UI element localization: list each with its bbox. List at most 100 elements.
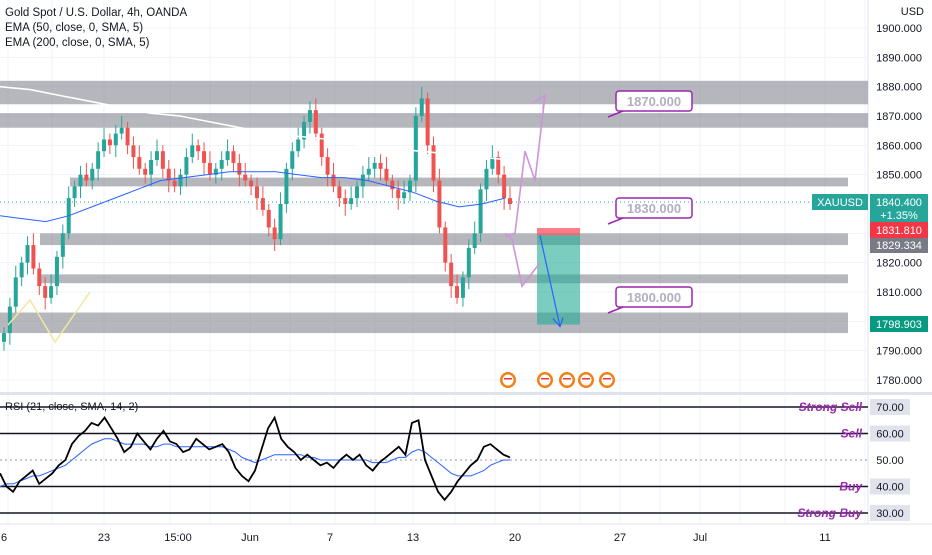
rsi-level-tag-bg-4 (870, 505, 910, 521)
ema200-legend[interactable]: EMA (200, close, 0, SMA, 5) (5, 37, 150, 49)
indicator-lines (0, 85, 511, 344)
last-price: 1840.400 (876, 197, 922, 209)
price-tick-4: 1820.000 (876, 258, 922, 270)
position-arrow-line (539, 235, 561, 327)
candle-body-21 (125, 127, 130, 146)
candle-body-86 (508, 198, 512, 204)
candle-body-43 (255, 186, 259, 199)
rsi-level-tag-bg-3 (870, 478, 910, 495)
candle-body-61 (360, 174, 365, 187)
price-tick-0: 1780.000 (876, 375, 922, 387)
event-flag-stripe-icon-2 (563, 378, 571, 380)
rsi-level-tag-3: 40.00 (876, 482, 904, 494)
price-tick-11: 1890.000 (876, 52, 922, 64)
candle-body-81 (478, 189, 483, 234)
candle-body-12 (72, 186, 77, 199)
price-tick-9: 1870.000 (876, 111, 922, 123)
candle-body-63 (372, 162, 377, 169)
candle-body-13 (78, 174, 83, 187)
annotation-box-2 (615, 286, 693, 308)
candle-body-84 (496, 157, 501, 175)
candle-body-52 (307, 110, 312, 122)
candle-body-36 (213, 168, 218, 175)
ema50-legend[interactable]: EMA (50, close, 0, SMA, 5) (5, 22, 144, 34)
candle-body-3 (19, 262, 24, 278)
candle-body-73 (431, 145, 436, 181)
candle-body-69 (407, 180, 412, 193)
annotations[interactable]: 1870.000 1830.000 1800.000 (607, 90, 693, 314)
candle-body-39 (231, 151, 236, 163)
candle-body-80 (472, 233, 477, 248)
candle-body-18 (107, 139, 112, 146)
candle-body-85 (502, 174, 507, 199)
projection-paths (504, 93, 547, 288)
rsi-panel: Strong Sell 70.00 Sell 60.00 50.00 Buy 40.00 St… (0, 399, 910, 521)
time-axis[interactable]: 6 23 15:00 Jun 7 13 20 27 Jul 11 (1, 532, 831, 544)
sr-zone-4 (40, 274, 848, 284)
rsi-level-tag-2: 50.00 (876, 455, 904, 467)
time-tick-4: 7 (327, 532, 333, 544)
time-tick-6: 20 (509, 532, 521, 544)
candle-body-65 (384, 168, 389, 181)
candle-body-34 (202, 151, 207, 163)
price-axis[interactable]: 1780.000 1790.000 1800.000 1810.000 1820.000… (0, 23, 928, 387)
candle-body-19 (113, 133, 118, 146)
event-icons[interactable] (500, 372, 615, 388)
candle-body-6 (37, 268, 42, 287)
time-tick-5: 13 (407, 532, 419, 544)
rsi-level-tag-bg-2 (870, 452, 910, 468)
candle-body-10 (60, 233, 65, 257)
rsi-legend[interactable]: RSI (21, close, SMA, 14, 2) (5, 401, 139, 413)
time-tick-7: 27 (614, 532, 626, 544)
candle-body-42 (249, 180, 254, 187)
candle-body-46 (272, 227, 277, 240)
event-flag-stripe-icon-1 (541, 378, 549, 380)
rsi-level-label-3: Buy (839, 480, 863, 494)
candle-body-28 (166, 168, 171, 181)
candle-body-30 (178, 174, 183, 187)
candle-body-60 (355, 186, 360, 199)
symbol-tag-bg (812, 194, 868, 210)
candle-body-8 (49, 286, 54, 298)
candle-body-70 (413, 116, 418, 181)
projection-path-0 (504, 95, 546, 238)
candle-body-64 (378, 162, 383, 169)
symbol-tag: XAUUSD (817, 197, 863, 209)
projection-arrow-up (531, 93, 547, 109)
rsi-level-tag-1: 60.00 (876, 429, 904, 441)
ema200-line (0, 85, 511, 161)
candle-body-29 (172, 180, 177, 187)
chart-legend: Gold Spot / U.S. Dollar, 4h, OANDA EMA (… (5, 6, 187, 51)
candle-body-58 (343, 198, 348, 204)
grid (0, 0, 932, 525)
currency-label[interactable]: USD (900, 6, 924, 18)
candle-body-27 (160, 151, 165, 169)
chart-title[interactable]: Gold Spot / U.S. Dollar, 4h, OANDA (5, 7, 188, 19)
candle-body-75 (443, 227, 448, 263)
candle-body-54 (319, 133, 324, 158)
candle-body-22 (131, 145, 136, 158)
candle-body-71 (419, 98, 424, 116)
candle-body-77 (455, 286, 460, 298)
candle-body-41 (243, 174, 248, 181)
annotation-label-0: 1870.000 (627, 94, 681, 109)
position-stop-zone (537, 228, 580, 236)
candle-body-23 (137, 157, 142, 169)
price-tick-12: 1900.000 (876, 23, 922, 35)
sr-zone-1 (0, 113, 868, 128)
candle-body-48 (284, 168, 289, 204)
rsi-level-tag-4: 30.00 (876, 508, 904, 520)
candle-body-14 (84, 174, 89, 181)
candle-body-31 (184, 157, 189, 175)
short-position[interactable] (537, 228, 580, 328)
rsi-level-tag-0: 70.00 (876, 402, 904, 414)
time-tick-0: 6 (1, 532, 7, 544)
candle-body-40 (237, 162, 242, 175)
target-tag: 1798.903 (876, 319, 922, 331)
rsi-level-label-1: Sell (841, 427, 863, 441)
time-tick-3: Jun (241, 532, 259, 544)
position-arrow-head (552, 317, 564, 328)
candle-body-59 (349, 198, 354, 204)
